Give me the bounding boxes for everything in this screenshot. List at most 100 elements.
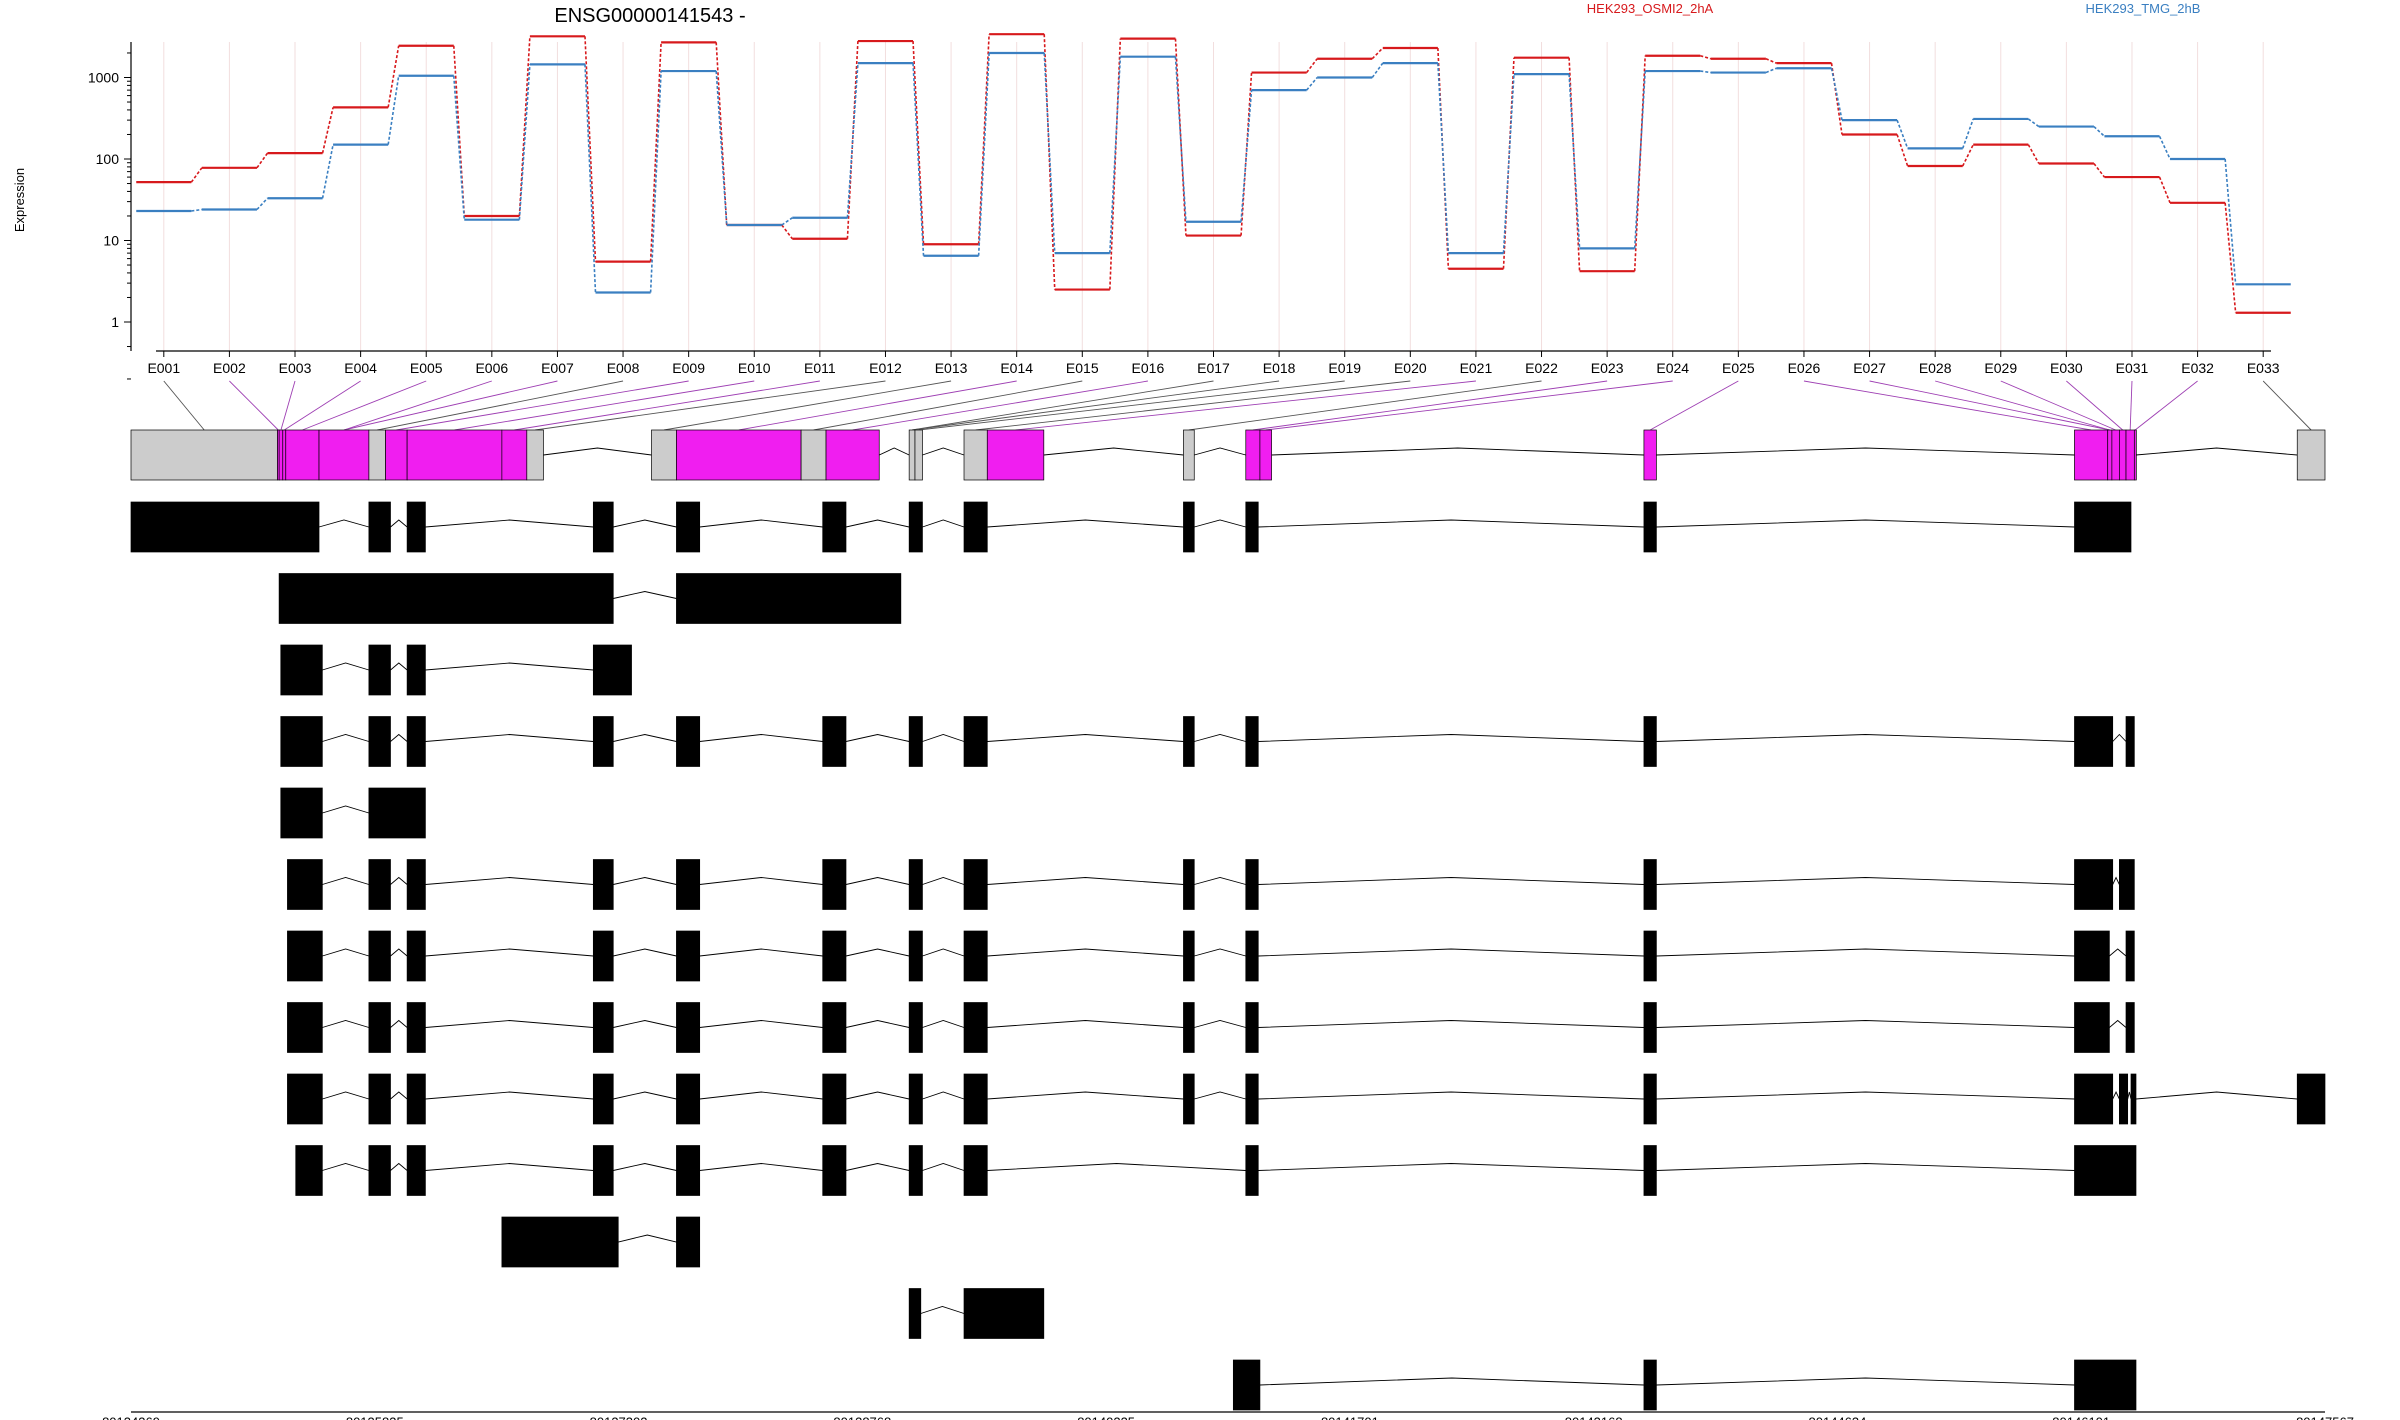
x-tick-label: E005 bbox=[410, 360, 443, 376]
intron-line bbox=[987, 948, 1184, 957]
exon-block bbox=[1643, 1002, 1657, 1053]
intron-line bbox=[879, 447, 910, 456]
intron-line bbox=[1194, 948, 1246, 957]
intron-line bbox=[1656, 1020, 2075, 1028]
exon-block bbox=[2111, 429, 2120, 481]
x-tick-label: E011 bbox=[804, 360, 836, 376]
x-tick-label: E003 bbox=[279, 360, 312, 376]
x-tick-label: E019 bbox=[1328, 360, 1361, 376]
genomic-tick-label: 80141701 bbox=[1321, 1415, 1379, 1420]
exon-block bbox=[2125, 716, 2135, 767]
exon-block bbox=[526, 429, 544, 481]
intron-line bbox=[1043, 447, 1184, 456]
series-connector bbox=[584, 64, 597, 293]
series-connector bbox=[1700, 70, 1711, 74]
exon-block bbox=[676, 930, 701, 982]
intron-line bbox=[922, 519, 965, 528]
transcript-4 bbox=[280, 716, 2135, 767]
genomic-tick-label: 80146101 bbox=[2052, 1415, 2110, 1420]
x-tick-label: E022 bbox=[1525, 360, 1558, 376]
intron-line bbox=[2109, 948, 2127, 957]
y-tick-label: 10 bbox=[103, 233, 119, 249]
intron-line bbox=[390, 733, 408, 742]
x-tick-label: E013 bbox=[935, 360, 968, 376]
exon-block bbox=[651, 429, 677, 481]
exon-block bbox=[282, 429, 287, 481]
exon-block bbox=[908, 1288, 922, 1339]
exon-block bbox=[822, 1145, 847, 1196]
exon-block bbox=[2119, 1073, 2129, 1125]
intron-line bbox=[1258, 948, 1644, 957]
transcript-3 bbox=[280, 644, 632, 696]
exon-block bbox=[1643, 501, 1657, 553]
exon-block bbox=[1643, 429, 1657, 481]
exon-block bbox=[592, 644, 632, 696]
series-connector bbox=[1371, 62, 1384, 78]
x-tick-label: E018 bbox=[1263, 360, 1296, 376]
series-connector bbox=[2158, 176, 2171, 204]
series-connector bbox=[256, 197, 269, 211]
exon-block bbox=[908, 716, 923, 767]
y-axis-title: Expression bbox=[12, 168, 27, 232]
intron-line bbox=[699, 1163, 823, 1171]
exon-block bbox=[1643, 930, 1657, 982]
series-connector bbox=[1174, 56, 1187, 222]
series-connector bbox=[977, 52, 990, 256]
exon-block bbox=[406, 716, 426, 767]
intron-line bbox=[987, 519, 1184, 528]
exon-block bbox=[2074, 859, 2114, 910]
intron-line bbox=[425, 519, 594, 528]
intron-line bbox=[543, 447, 652, 456]
intron-line bbox=[987, 1020, 1184, 1028]
exon-block bbox=[822, 859, 847, 910]
exon-connector bbox=[813, 380, 1083, 431]
intron-line bbox=[425, 948, 594, 957]
intron-line bbox=[699, 1020, 823, 1028]
x-tick-label: E007 bbox=[541, 360, 574, 376]
series-connector bbox=[2093, 125, 2105, 137]
exon-block bbox=[406, 859, 426, 910]
intron-line bbox=[2135, 447, 2298, 456]
exon-block bbox=[285, 429, 320, 481]
series-connector bbox=[1240, 90, 1253, 222]
exon-block bbox=[986, 429, 1045, 481]
exon-connector bbox=[663, 380, 952, 431]
exon-block bbox=[676, 573, 902, 624]
exon-connector bbox=[1252, 380, 1608, 431]
x-tick-label: E014 bbox=[1000, 360, 1033, 376]
exon-block bbox=[368, 1073, 391, 1125]
exon-block bbox=[406, 1002, 426, 1053]
intron-line bbox=[1258, 1020, 1644, 1028]
exon-block bbox=[1643, 859, 1657, 910]
exon-block bbox=[318, 429, 370, 481]
exon-block bbox=[2119, 859, 2135, 910]
series-connector bbox=[1306, 76, 1318, 91]
intron-line bbox=[845, 1091, 910, 1100]
x-tick-label: E027 bbox=[1853, 360, 1886, 376]
plot-gridlines bbox=[163, 42, 2264, 351]
x-tick-label: E030 bbox=[2050, 360, 2083, 376]
exon-block bbox=[287, 1002, 323, 1053]
exon-block bbox=[501, 1216, 619, 1268]
exon-block bbox=[676, 429, 802, 481]
exon-block bbox=[368, 1002, 391, 1053]
intron-line bbox=[2112, 1090, 2120, 1100]
intron-line bbox=[322, 662, 370, 671]
exon-block bbox=[2133, 429, 2137, 481]
exon-connector bbox=[852, 380, 1148, 431]
x-tick-label: E006 bbox=[475, 360, 508, 376]
exon-block bbox=[822, 716, 847, 767]
exon-block bbox=[295, 1145, 323, 1196]
exon-block bbox=[822, 1073, 847, 1125]
exon-block bbox=[1183, 429, 1195, 481]
x-tick-label: E015 bbox=[1066, 360, 1099, 376]
series-connector bbox=[2027, 144, 2040, 164]
intron-line bbox=[1656, 948, 2075, 957]
exon-block bbox=[963, 1002, 988, 1053]
intron-line bbox=[922, 1091, 965, 1100]
exon-block bbox=[406, 1073, 426, 1125]
exon-block bbox=[130, 429, 278, 481]
intron-line bbox=[390, 1091, 408, 1100]
intron-line bbox=[920, 1306, 965, 1314]
genomic-tick-label: 80143168 bbox=[1565, 1415, 1623, 1420]
